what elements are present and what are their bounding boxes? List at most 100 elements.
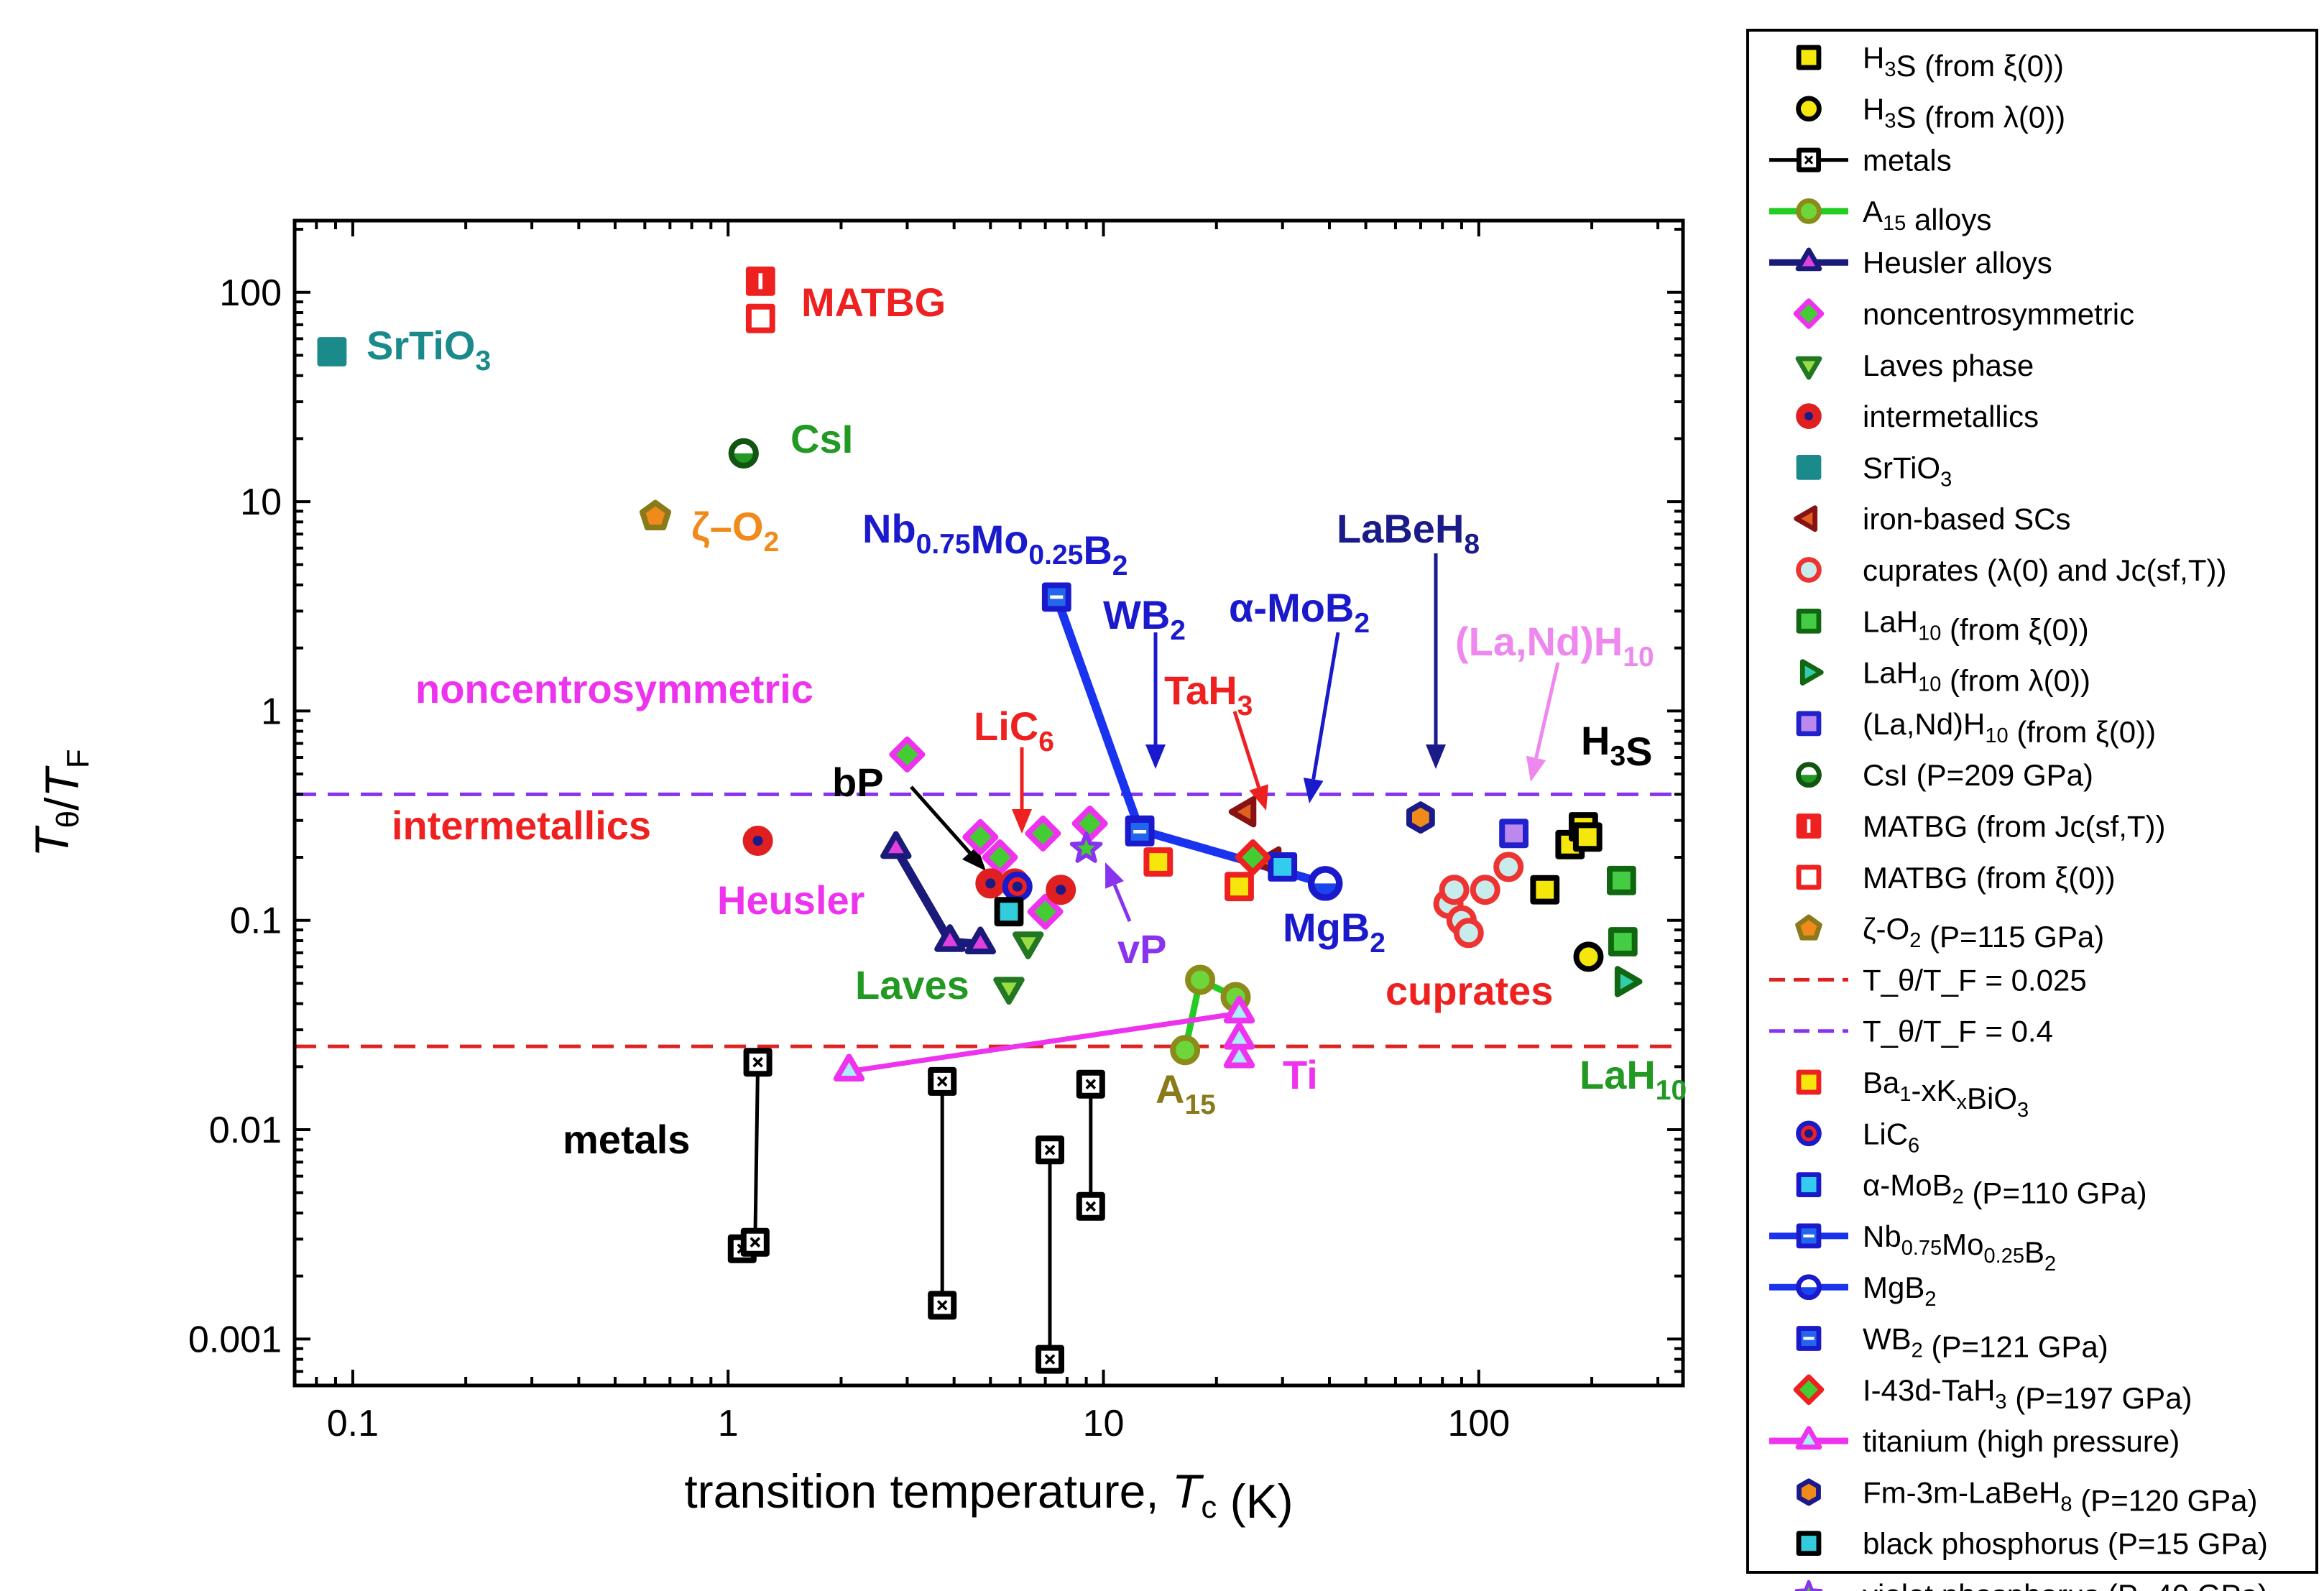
legend-marker-la-nd-h10-from-0 bbox=[1796, 711, 1822, 737]
point-noncentrosymmetric-1 bbox=[962, 818, 999, 855]
point-srtio3-0 bbox=[317, 337, 347, 366]
legend-entry: Nb0.75Mo0.25B2 bbox=[1769, 1219, 2056, 1276]
legend-entry: H3S (from ξ(0)) bbox=[1796, 41, 2064, 83]
legend-marker-mob2-p-110-gpa bbox=[1796, 1172, 1822, 1197]
legend-entry: intermetallics bbox=[1796, 400, 2039, 433]
point-titanium-high-pressure-0 bbox=[833, 1053, 865, 1082]
point-ba1-xkxbio3-1 bbox=[1225, 872, 1254, 902]
arrow-mob2 bbox=[1303, 632, 1340, 803]
legend-marker-violet-phosphorus-p-40-gpa bbox=[1794, 1580, 1823, 1591]
legend-entry: LaH10 (from λ(0)) bbox=[1799, 656, 2090, 698]
point-heusler-alloys-1 bbox=[934, 924, 966, 952]
legend-label-fm-3m-labeh8-p-120-gpa: Fm-3m-LaBeH8 (P=120 GPa) bbox=[1863, 1475, 2258, 1517]
legend-label-mgb2: MgB2 bbox=[1863, 1271, 1937, 1311]
data-points bbox=[317, 266, 1643, 1374]
annotation-cuprates: cuprates bbox=[1385, 968, 1553, 1013]
point-heusler-alloys-0 bbox=[880, 831, 912, 859]
point-titanium-high-pressure-1 bbox=[1223, 1040, 1255, 1069]
point-lah10-from-0-1 bbox=[1608, 927, 1638, 956]
point-lic6-0 bbox=[1002, 871, 1033, 902]
series-violet-phosphorus-p-40-gpa bbox=[1069, 831, 1103, 863]
x-tick-label: 0.1 bbox=[327, 1403, 379, 1444]
annotation-h3s: H3S bbox=[1581, 718, 1653, 774]
point-intermetallics-3 bbox=[1046, 875, 1076, 905]
metals-line-0 bbox=[741, 1062, 760, 1250]
legend-marker-lah10-from-0 bbox=[1799, 659, 1824, 686]
legend-marker-mgb2 bbox=[1796, 1274, 1822, 1301]
point-iron-based-scs-0 bbox=[1228, 796, 1257, 828]
legend-label-h3s-from-0: H3S (from λ(0)) bbox=[1863, 92, 2065, 134]
annotation-labeh8: LaBeH8 bbox=[1337, 506, 1480, 560]
series-la-nd-h10-from-0 bbox=[1499, 818, 1529, 849]
point-lah10-from-0-0 bbox=[1606, 865, 1636, 895]
point-metals-5 bbox=[1036, 1345, 1064, 1374]
legend-label-la-nd-h10-from-0: (La,Nd)H10 (from ξ(0)) bbox=[1863, 707, 2156, 749]
legend-entry: Fm-3m-LaBeH8 (P=120 GPa) bbox=[1797, 1475, 2258, 1517]
annotation-arrows bbox=[910, 553, 1560, 922]
x-tick-label: 100 bbox=[1447, 1403, 1510, 1444]
annotation-srtio3: SrTiO3 bbox=[366, 323, 491, 377]
x-tick-label: 1 bbox=[718, 1403, 739, 1444]
x-axis-label: transition temperature, Tc (K) bbox=[684, 1465, 1293, 1528]
legend-label-titanium-high-pressure: titanium (high pressure) bbox=[1863, 1424, 2180, 1458]
legend-entry: SrTiO3 bbox=[1796, 451, 1952, 491]
legend-label-mob2-p-110-gpa: α-MoB2 (P=110 GPa) bbox=[1863, 1168, 2147, 1210]
titanium-line bbox=[848, 1010, 1240, 1074]
legend-marker-matbg-from-0 bbox=[1796, 864, 1822, 890]
y-tick-label: 0.01 bbox=[209, 1110, 282, 1151]
point-metals-1 bbox=[740, 1227, 770, 1257]
legend-label-i-43d-tah3-p-197-gpa: I-43d-TaH3 (P=197 GPa) bbox=[1863, 1373, 2192, 1415]
point-violet-phosphorus-p-40-gpa-0 bbox=[1069, 831, 1103, 863]
annotation-wb2: WB2 bbox=[1103, 592, 1186, 646]
legend-entry: noncentrosymmetric bbox=[1793, 298, 2134, 331]
legend-entry: ζ-O2 (P=115 GPa) bbox=[1795, 912, 2104, 954]
legend-label-srtio3: SrTiO3 bbox=[1863, 451, 1952, 491]
plot-frame bbox=[292, 218, 1685, 1388]
annotation-vp: vP bbox=[1117, 926, 1167, 972]
point-h3s-from-0-0 bbox=[1530, 875, 1560, 905]
legend-marker-lah10-from-0 bbox=[1796, 608, 1822, 634]
legend-marker-csi-p-209-gpa bbox=[1796, 762, 1822, 788]
x-tick-label: 10 bbox=[1083, 1403, 1125, 1444]
legend-marker-fm-3m-labeh8-p-120-gpa bbox=[1797, 1478, 1821, 1506]
legend-entry: MgB2 bbox=[1769, 1271, 1937, 1311]
arrow-lic6 bbox=[1012, 747, 1032, 834]
legend-entry: Ba1-xKxBiO3 bbox=[1796, 1066, 2029, 1122]
legend-label-wb2-p-121-gpa: WB2 (P=121 GPa) bbox=[1863, 1322, 2108, 1364]
legend-label-csi-p-209-gpa: CsI (P=209 GPa) bbox=[1863, 758, 2093, 792]
legend-label-ba1-xkxbio3: Ba1-xKxBiO3 bbox=[1863, 1066, 2029, 1122]
legend-label-noncentrosymmetric: noncentrosymmetric bbox=[1863, 298, 2134, 331]
legend-label-black-phosphorus-p-15-gpa: black phosphorus (P=15 GPa) bbox=[1863, 1527, 2268, 1561]
annotation-mgb2: MgB2 bbox=[1283, 905, 1385, 959]
point-cuprates-0-and-jc-sf-t-5 bbox=[1493, 852, 1524, 882]
y-tick-label: 0.001 bbox=[188, 1319, 282, 1360]
legend-marker-a15-alloys bbox=[1796, 198, 1822, 224]
legend-label-heusler-alloys: Heusler alloys bbox=[1863, 246, 2052, 280]
series-wb2-p-121-gpa bbox=[1125, 817, 1155, 847]
legend-entry: MATBG (from ξ(0)) bbox=[1796, 861, 2116, 895]
point-matbg-from-jc-sf-t-0 bbox=[745, 266, 775, 296]
series-metals bbox=[727, 1048, 1105, 1374]
legend-marker-intermetallics bbox=[1796, 403, 1822, 429]
point-noncentrosymmetric-4 bbox=[1027, 893, 1064, 930]
annotation-a15: A15 bbox=[1156, 1066, 1216, 1120]
point-mob2-p-110-gpa-0 bbox=[1268, 852, 1298, 882]
point-noncentrosymmetric-3 bbox=[1025, 815, 1061, 852]
series-black-phosphorus-p-15-gpa bbox=[994, 897, 1024, 927]
legend-entry: A15 alloys bbox=[1769, 195, 1991, 236]
annotation-lic6: LiC6 bbox=[974, 704, 1054, 757]
legend-label-t-t-f-0-4: T_θ/T_F = 0.4 bbox=[1863, 1015, 2053, 1048]
series-a15-alloys bbox=[1170, 964, 1251, 1066]
arrow-tah3 bbox=[1232, 711, 1269, 811]
point-lah10-from-0-0 bbox=[1614, 966, 1643, 997]
arrow-lanh10 bbox=[1526, 662, 1560, 782]
series-lic6 bbox=[1002, 871, 1033, 902]
legend-entry: T_θ/T_F = 0.4 bbox=[1769, 1015, 2053, 1048]
legend-marker-h3s-from-0 bbox=[1796, 45, 1822, 70]
legend-label-h3s-from-0: H3S (from ξ(0)) bbox=[1863, 41, 2064, 83]
legend-marker-matbg-from-jc-sf-t bbox=[1796, 813, 1822, 839]
annotation-intermetallics: intermetallics bbox=[392, 803, 651, 848]
point-csi-p-209-gpa-0 bbox=[728, 438, 759, 469]
series-o2-p-115-gpa bbox=[639, 499, 672, 530]
series-h3s-from-0 bbox=[1573, 941, 1604, 972]
